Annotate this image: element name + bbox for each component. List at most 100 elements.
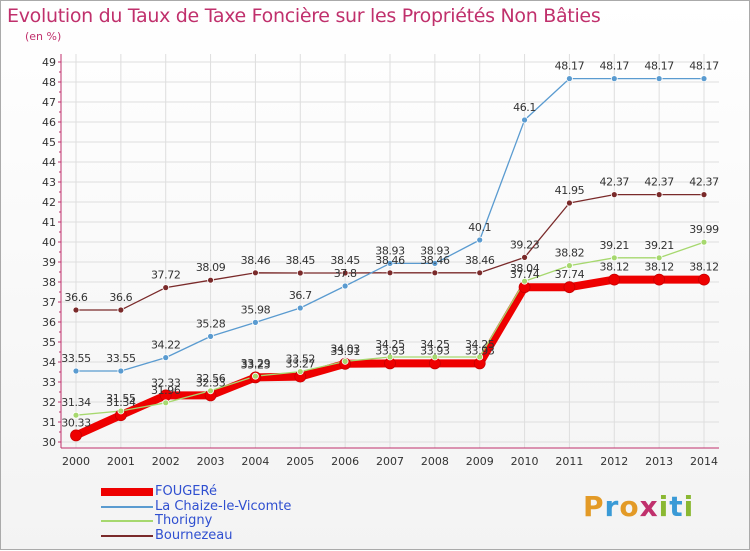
data-point [117,306,125,314]
data-label: 33.27 [286,358,316,371]
data-label: 37.8 [334,267,357,280]
data-label: 31.34 [61,396,91,409]
data-label: 34.03 [330,342,360,355]
legend-label: FOUGERé [155,484,217,499]
data-label: 38.12 [689,261,719,274]
x-tick-label: 2002 [152,455,180,468]
data-label: 38.04 [510,262,540,275]
data-label: 30.33 [61,416,91,429]
data-point [72,306,80,314]
data-label: 33.93 [465,344,495,357]
data-point [252,318,259,326]
data-point [207,387,214,395]
data-point [252,372,259,380]
data-point [655,254,663,262]
y-tick-label: 35 [42,336,56,349]
data-point [341,282,349,290]
data-point [431,269,439,277]
data-point [341,269,349,277]
data-label: 48.17 [555,60,585,73]
data-point [117,407,125,415]
data-label: 36.6 [65,291,88,304]
legend-label: La Chaize-le-Vicomte [155,498,292,514]
proxiti-logo: Proxiti [583,490,694,523]
x-tick-label: 2012 [600,455,628,468]
data-label: 33.29 [241,357,271,370]
data-label: 33.55 [106,352,136,365]
data-point [653,273,666,286]
data-label: 38.45 [286,254,316,267]
legend-swatch [101,505,153,508]
x-tick-label: 2006 [331,455,359,468]
data-label: 31.55 [106,392,136,405]
data-label: 33.55 [61,352,91,365]
data-label: 38.82 [555,247,585,260]
y-tick-label: 47 [42,96,56,109]
legend-item: La Chaize-le-Vicomte [101,498,341,515]
x-tick-label: 2003 [197,455,225,468]
legend-item: Thorigny [101,513,341,529]
data-label: 38.46 [375,254,405,267]
data-label: 36.7 [289,289,312,302]
data-point [296,269,304,277]
logo-letter: r [604,490,620,523]
data-point [610,191,618,199]
y-tick-label: 46 [42,116,56,129]
data-label: 32.33 [196,376,226,389]
x-tick-label: 2010 [511,455,539,468]
y-tick-label: 41 [42,216,56,229]
x-tick-label: 2013 [645,455,673,468]
data-label: 31.96 [151,384,181,397]
data-label: 48.17 [644,60,674,73]
data-label: 33.91 [330,345,360,358]
data-label: 33.23 [241,358,271,371]
x-tick-label: 2000 [62,455,90,468]
data-point [521,277,528,285]
data-label: 36.6 [109,291,132,304]
y-tick-label: 37 [42,296,56,309]
data-point [610,75,618,82]
data-label: 37.74 [510,268,540,281]
chart-subtitle: (en %) [25,30,62,43]
y-tick-label: 43 [42,176,56,189]
data-label: 39.21 [644,239,674,252]
x-tick-label: 2001 [107,455,135,468]
data-point [72,367,80,375]
data-point [608,273,621,286]
data-label: 37.74 [555,268,585,281]
y-tick-label: 33 [42,376,56,389]
x-tick-label: 2004 [241,455,269,468]
data-label: 46.1 [513,101,536,114]
data-label: 35.28 [196,317,226,330]
data-label: 34.25 [375,338,405,351]
data-label: 38.45 [330,254,360,267]
data-label: 32.33 [151,376,181,389]
x-tick-label: 2009 [466,455,494,468]
data-point [610,254,618,262]
data-point [341,357,349,365]
data-point [70,429,82,442]
data-point [476,353,484,361]
data-point [386,353,394,361]
y-tick-label: 42 [42,196,56,209]
x-tick-label: 2007 [376,455,404,468]
data-label: 38.46 [465,254,495,267]
data-label: 39.99 [689,223,719,236]
data-label: 37.72 [151,269,181,282]
data-point [431,353,439,361]
y-tick-label: 38 [42,276,56,289]
data-label: 38.12 [600,261,630,274]
data-label: 48.17 [600,60,630,73]
data-point [386,269,394,277]
data-label: 34.25 [465,338,495,351]
data-point [207,332,214,340]
logo-letter: P [583,490,605,523]
data-point [476,236,484,244]
data-point [521,116,528,124]
legend-item: FOUGERé [101,484,341,500]
data-point [162,354,170,362]
legend-item: Bournezeau [101,528,341,544]
data-label: 40.1 [468,221,491,234]
